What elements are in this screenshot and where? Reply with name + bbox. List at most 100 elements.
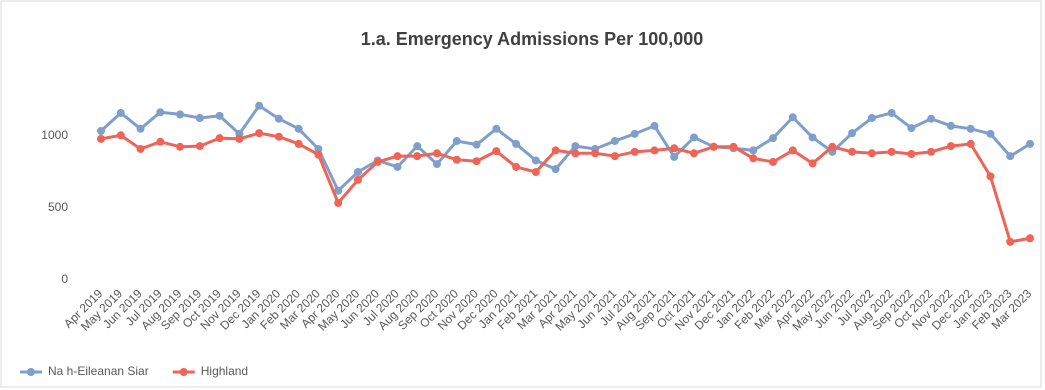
data-point [314, 144, 323, 153]
data-point [176, 142, 185, 151]
data-point [650, 146, 659, 155]
data-point [294, 124, 303, 133]
y-tick-label: 500 [48, 200, 68, 214]
data-point [946, 121, 955, 130]
data-point [472, 140, 481, 149]
data-point [116, 108, 125, 117]
data-point [433, 160, 442, 169]
data-point [531, 168, 540, 176]
data-point [492, 147, 501, 156]
chart-title: 1.a. Emergency Admissions Per 100,000 [361, 29, 704, 49]
data-point [551, 146, 560, 155]
data-point [512, 162, 521, 171]
data-point [808, 159, 817, 168]
data-point [334, 198, 343, 207]
data-point [966, 139, 975, 148]
data-point [907, 124, 916, 133]
data-point [946, 142, 955, 151]
data-point [551, 165, 560, 174]
data-point [867, 114, 876, 122]
data-point [136, 124, 145, 133]
data-point [433, 149, 442, 158]
data-point [670, 152, 679, 161]
data-point [215, 111, 224, 120]
data-point [195, 142, 204, 151]
data-point [492, 124, 501, 133]
legend-marker [179, 368, 188, 376]
data-point [255, 129, 264, 138]
data-point [1026, 234, 1034, 243]
data-point [670, 144, 679, 153]
data-point [729, 142, 738, 151]
data-point [452, 137, 461, 146]
data-point [828, 142, 837, 151]
data-point [986, 129, 995, 138]
data-point [294, 139, 303, 148]
data-point [1026, 139, 1034, 148]
data-point [1006, 152, 1015, 161]
data-point [571, 149, 580, 158]
data-point [393, 162, 402, 171]
data-point [591, 149, 600, 158]
data-point [689, 133, 698, 142]
legend-marker [27, 368, 35, 376]
data-point [1006, 237, 1015, 246]
data-point [235, 134, 244, 143]
data-point [314, 150, 323, 159]
data-point [907, 150, 916, 158]
data-point [413, 142, 422, 151]
data-point [156, 137, 165, 146]
data-point [195, 114, 204, 122]
data-point [571, 142, 580, 151]
data-point [373, 157, 382, 166]
data-point [255, 101, 264, 110]
data-point [512, 139, 521, 148]
data-point [927, 114, 936, 123]
data-point [986, 172, 995, 181]
data-point [709, 142, 718, 151]
data-point [413, 152, 422, 161]
legend-label: Na h-Eileanan Siar [48, 364, 149, 378]
y-tick-label: 1000 [41, 128, 68, 142]
data-point [531, 156, 540, 165]
data-point [610, 137, 619, 146]
data-point [215, 134, 224, 143]
data-point [769, 134, 778, 143]
data-point [769, 157, 778, 166]
data-point [472, 157, 481, 166]
data-point [334, 186, 343, 195]
data-point [353, 175, 362, 184]
data-point [630, 129, 639, 138]
data-point [393, 152, 402, 161]
y-tick-label: 0 [61, 272, 68, 286]
legend-label: Highland [201, 364, 248, 378]
data-point [274, 132, 283, 141]
data-point [887, 108, 896, 117]
data-point [630, 147, 639, 156]
data-point [650, 121, 659, 130]
data-point [966, 124, 975, 133]
data-point [156, 108, 165, 117]
data-point [808, 133, 817, 142]
data-point [749, 154, 758, 163]
data-point [788, 146, 797, 155]
data-point [274, 114, 283, 123]
data-point [452, 155, 461, 164]
data-point [887, 147, 896, 156]
data-point [116, 131, 125, 140]
data-point [136, 144, 145, 153]
data-point [610, 152, 619, 161]
data-point [848, 129, 857, 138]
data-point [749, 146, 758, 155]
data-point [97, 126, 105, 135]
data-point [927, 147, 936, 156]
data-point [788, 113, 797, 122]
data-point [689, 149, 698, 158]
data-point [848, 147, 857, 156]
data-point [867, 149, 876, 158]
data-point [97, 134, 105, 143]
data-point [353, 168, 362, 176]
data-point [176, 110, 185, 119]
